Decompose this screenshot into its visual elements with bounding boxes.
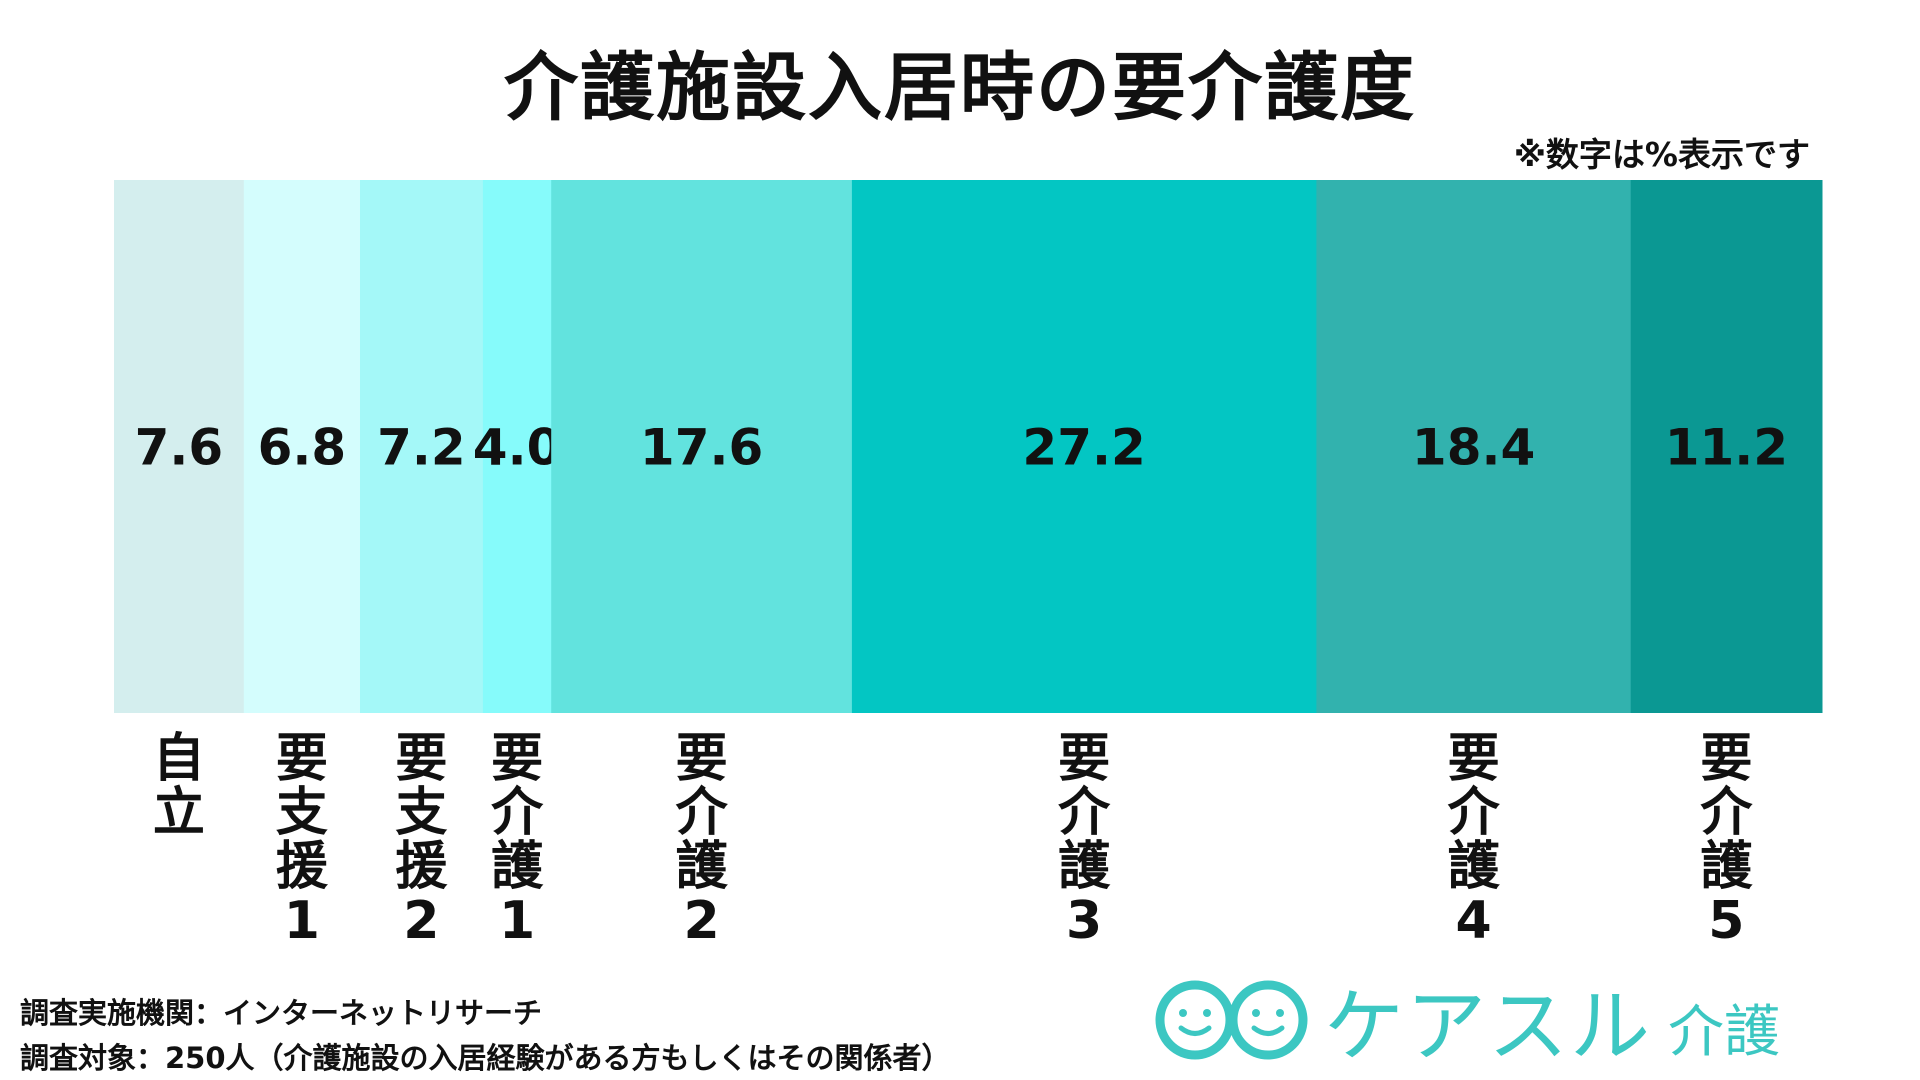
- chart-title: 介護施設入居時の要介護度: [504, 45, 1416, 131]
- category-label: 要 介 護 1: [491, 729, 544, 951]
- bar-segment: [1316, 180, 1632, 713]
- stacked-bar-chart: 7.6 6.8 7.2 4.0 17.6 27.2 18.4 11.2: [114, 180, 1823, 713]
- value-label: 27.2: [1022, 419, 1145, 477]
- survey-org: 調査実施機関：インターネットリサーチ: [20, 996, 543, 1030]
- category-label: 要 支 援 1: [275, 729, 328, 951]
- value-label: 11.2: [1665, 419, 1788, 477]
- bar-segment: [1630, 180, 1823, 713]
- category-label: 要 介 護 3: [1058, 729, 1111, 951]
- bar-segment: [482, 180, 552, 713]
- value-label: 17.6: [640, 419, 763, 477]
- bar-segment: [851, 180, 1317, 713]
- bar-segment: [114, 180, 245, 713]
- value-label: 7.6: [135, 419, 224, 477]
- brand-logo: ケアスル 介護: [1150, 970, 1780, 1073]
- category-label: 要 介 護 5: [1700, 729, 1753, 951]
- value-label: 6.8: [258, 419, 347, 477]
- value-label: 7.2: [377, 419, 466, 477]
- category-label: 自 立: [152, 729, 205, 843]
- category-label: 要 介 護 2: [675, 729, 728, 951]
- logo-subtext: 介護: [1668, 999, 1780, 1065]
- category-label: 要 支 援 2: [395, 729, 448, 951]
- bar-segment: [360, 180, 484, 713]
- category-label: 要 介 護 4: [1447, 729, 1500, 951]
- bar-segment: [551, 180, 853, 713]
- value-label: 18.4: [1412, 419, 1535, 477]
- survey-target: 調査対象：250人（介護施設の入居経験がある方もしくはその関係者）: [20, 1041, 951, 1075]
- smile-faces-icon: [1155, 980, 1308, 1060]
- value-label: 4.0: [473, 419, 562, 477]
- bar-segment: [243, 180, 361, 713]
- unit-note: ※数字は%表示です: [1513, 135, 1810, 174]
- logo-text: ケアスル: [1324, 980, 1652, 1073]
